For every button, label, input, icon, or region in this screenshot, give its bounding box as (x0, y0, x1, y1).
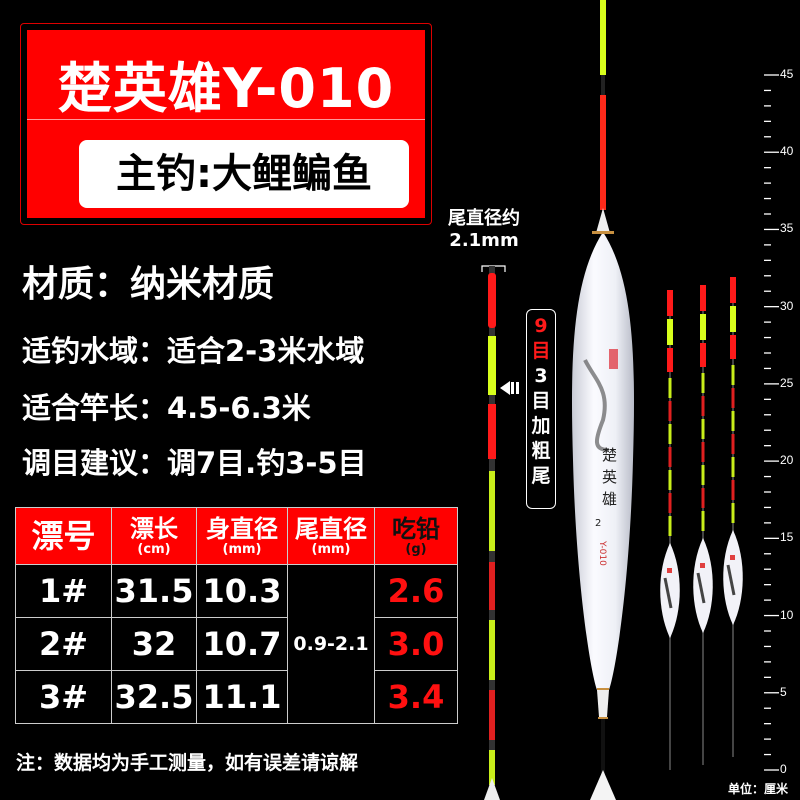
ruler-label: 20 (780, 453, 794, 468)
ruler-label: 30 (780, 298, 794, 313)
cell-body-diameter: 11.1 (196, 670, 288, 724)
badge-text: 3 (534, 365, 548, 387)
cell-lead-weight: 2.6 (374, 564, 458, 618)
target-fish-label: 主钓:大鲤鳊鱼 (79, 140, 409, 208)
ruler-label: 15 (780, 530, 794, 545)
ruler-label: 40 (780, 144, 794, 159)
product-title: 楚英雄Y-010 (57, 57, 395, 120)
header-tail-diameter: 尾直径 (mm) (287, 507, 375, 565)
cell-length: 32.5 (111, 670, 197, 724)
tail-diameter-label: 尾直径约 2.1mm (448, 208, 520, 252)
table-row: 3# 32.5 11.1 3.4 (15, 670, 458, 724)
ruler-label: 10 (780, 607, 794, 622)
cell-length: 32 (111, 617, 197, 671)
ruler (764, 74, 779, 771)
ruler-label: 25 (780, 375, 794, 390)
tail-detail (484, 266, 500, 800)
ruler-label: 0 (780, 762, 787, 776)
cell-body-diameter: 10.3 (196, 564, 288, 618)
ruler-label: 45 (780, 67, 794, 81)
cell-float-no: 3# (15, 670, 112, 724)
badge-text: 尾 (531, 465, 551, 487)
svg-text:Y-010: Y-010 (597, 540, 607, 566)
header-float-no: 漂号 (15, 507, 112, 565)
arrow-left-icon (500, 381, 519, 395)
badge-text: 目 (531, 390, 551, 412)
table-row: 1# 31.5 10.3 0.9-2.1 2.6 (15, 564, 458, 724)
table-header-row: 漂号 漂长 (cm) 身直径 (mm) 尾直径 (mm) 吃铅 (g) (15, 507, 458, 565)
ruler-unit-label: 单位：厘米 (728, 782, 789, 796)
large-float: 楚 英 雄 2 Y-010 (571, 0, 635, 800)
header-lead-weight: 吃铅 (g) (374, 507, 458, 565)
cell-lead-weight: 3.4 (374, 670, 458, 724)
small-floats (660, 277, 743, 770)
badge-text: 9 (534, 315, 548, 337)
measurement-note: 注：数据均为手工测量，如有误差请谅解 (16, 752, 359, 774)
cell-body-diameter: 10.7 (196, 617, 288, 671)
ruler-label: 35 (780, 221, 794, 236)
title-divider (27, 119, 425, 120)
ruler-label: 5 (780, 684, 787, 699)
svg-text:楚: 楚 (602, 446, 617, 464)
spec-water-depth: 适钓水域：适合2-3米水域 (22, 334, 365, 368)
cell-float-no: 2# (15, 617, 112, 671)
spec-material: 材质：纳米材质 (22, 264, 275, 305)
cell-float-no: 1# (15, 564, 112, 618)
spec-table: 漂号 漂长 (cm) 身直径 (mm) 尾直径 (mm) 吃铅 (g) 1# 31.5 … (15, 507, 458, 724)
table-row: 2# 32 10.7 3.0 (15, 617, 458, 671)
tail-label-line2: 2.1mm (449, 230, 519, 251)
thick-tail-badge: 9 目 3 目 加 粗 尾 (526, 309, 556, 509)
svg-text:英: 英 (602, 468, 617, 486)
svg-text:2: 2 (595, 518, 601, 529)
badge-text: 加 (531, 415, 551, 437)
cell-tail-diameter: 0.9-2.1 (287, 564, 375, 724)
small-float (723, 277, 743, 757)
title-banner: 楚英雄Y-010 主钓:大鲤鳊鱼 (20, 23, 432, 225)
header-body-diameter: 身直径 (mm) (196, 507, 288, 565)
tail-label-line1: 尾直径约 (448, 208, 520, 229)
badge-text: 粗 (531, 440, 551, 462)
badge-text: 目 (531, 340, 551, 362)
spec-tuning: 调目建议：调7目.钓3-5目 (22, 446, 367, 480)
svg-text:雄: 雄 (602, 490, 617, 508)
header-length: 漂长 (cm) (111, 507, 197, 565)
small-float (660, 290, 680, 770)
cell-length: 31.5 (111, 564, 197, 618)
small-float (693, 285, 713, 765)
spec-rod-length: 适合竿长：4.5-6.3米 (22, 391, 311, 425)
